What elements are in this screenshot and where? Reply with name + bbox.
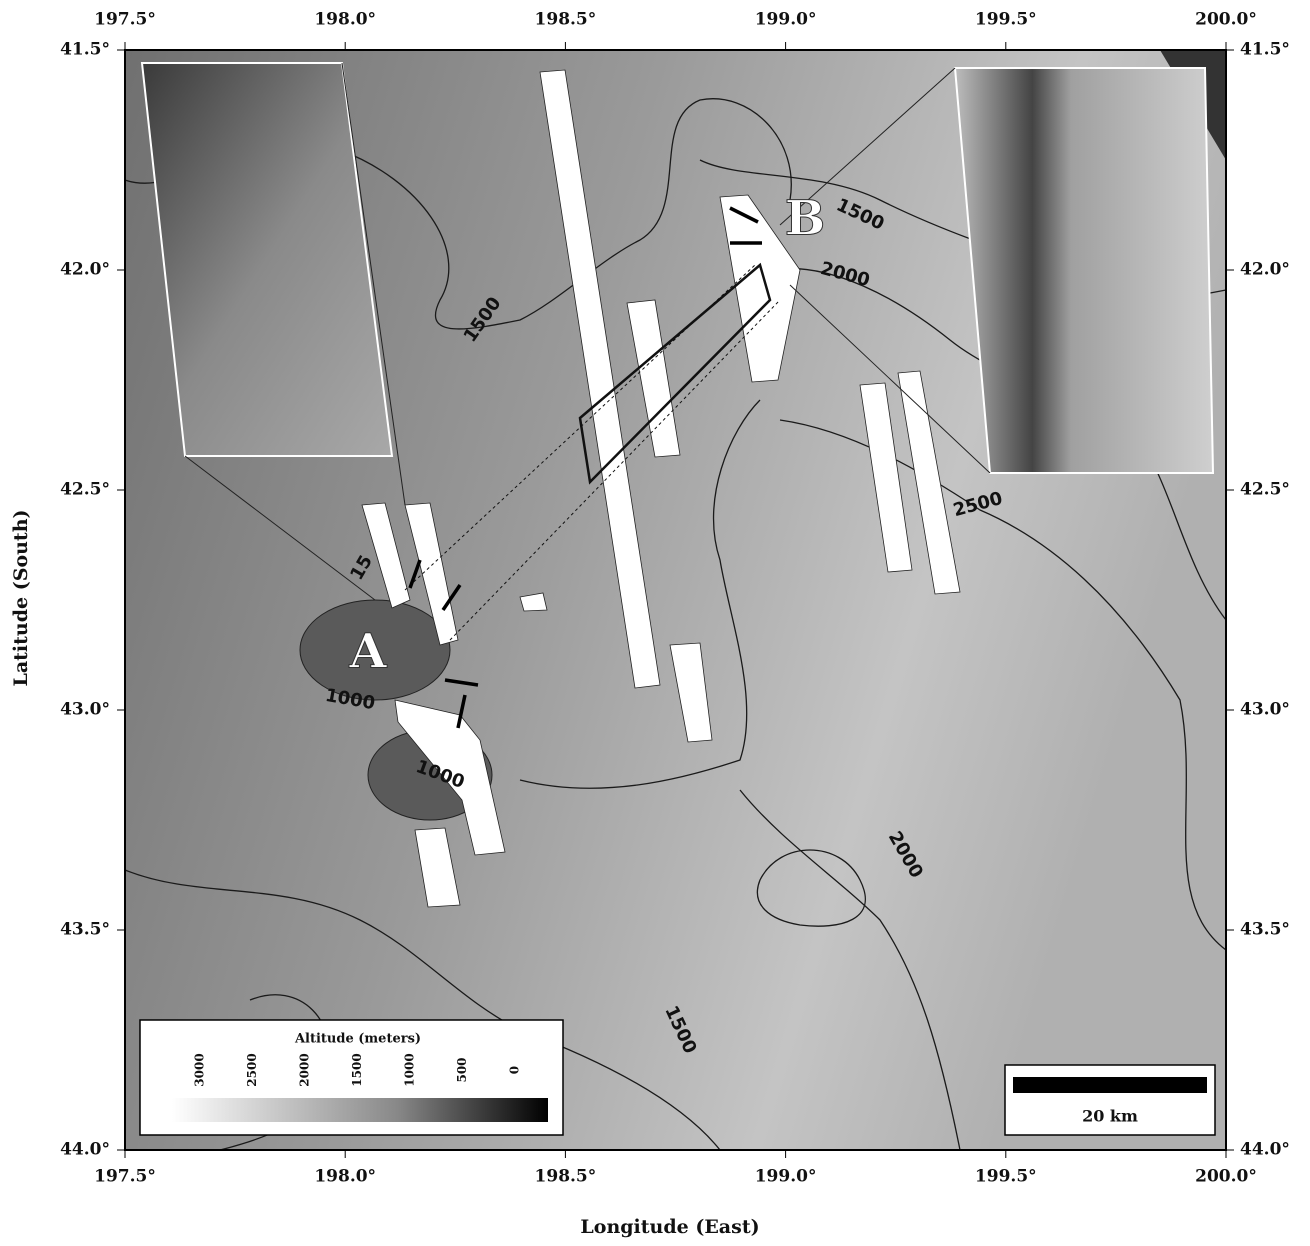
colorbar-title: Altitude (meters) — [294, 1032, 421, 1047]
colorbar-tick-label: 0 — [508, 1066, 522, 1074]
colorbar: Altitude (meters) 3000 2500 2000 1500 1000 50… — [140, 1020, 563, 1135]
site-label: B — [785, 191, 826, 247]
x-tick-label: 197.5° — [94, 10, 156, 30]
y-tick-label: 43.0° — [60, 700, 110, 720]
x-tick-label: 198.0° — [314, 10, 376, 30]
x-tick-label: 198.0° — [314, 1167, 376, 1187]
x-tick-label: 198.5° — [535, 1167, 597, 1187]
y-tick-label: 43.5° — [60, 920, 110, 940]
y-tick-label: 42.0° — [1240, 260, 1290, 280]
map-body — [125, 50, 1226, 1150]
y-tick-label: 42.5° — [60, 480, 110, 500]
map-figure: Altitude (meters) 3000 2500 2000 1500 1000 50… — [0, 0, 1310, 1246]
y-tick-label: 41.5° — [60, 40, 110, 60]
scale-bar-label: 20 km — [1082, 1107, 1138, 1126]
colorbar-tick-label: 500 — [455, 1057, 469, 1082]
x-tick-label: 200.0° — [1195, 10, 1257, 30]
scale-bar: 20 km — [1005, 1065, 1215, 1135]
y-tick-label: 42.0° — [60, 260, 110, 280]
x-tick-label: 198.5° — [535, 10, 597, 30]
y-tick-label: 44.0° — [60, 1140, 110, 1160]
x-tick-label: 199.5° — [975, 10, 1037, 30]
y-tick-label: 43.0° — [1240, 700, 1290, 720]
colorbar-tick-label: 3000 — [193, 1053, 207, 1086]
y-tick-label: 42.5° — [1240, 480, 1290, 500]
x-tick-label: 200.0° — [1195, 1167, 1257, 1187]
colorbar-tick-label: 2500 — [245, 1053, 259, 1086]
x-axis-label: Longitude (East) — [580, 1216, 759, 1238]
y-tick-label: 44.0° — [1240, 1140, 1290, 1160]
x-tick-label: 199.0° — [755, 10, 817, 30]
y-tick-label: 41.5° — [1240, 40, 1290, 60]
x-tick-label: 199.5° — [975, 1167, 1037, 1187]
colorbar-tick-label: 1500 — [350, 1053, 364, 1086]
y-tick-label: 43.5° — [1240, 920, 1290, 940]
y-axis-label: Latitude (South) — [10, 509, 32, 686]
colorbar-tick-label: 2000 — [298, 1053, 312, 1086]
site-label: A — [348, 624, 387, 680]
x-tick-label: 197.5° — [94, 1167, 156, 1187]
x-tick-label: 199.0° — [755, 1167, 817, 1187]
colorbar-tick-label: 1000 — [403, 1053, 417, 1086]
